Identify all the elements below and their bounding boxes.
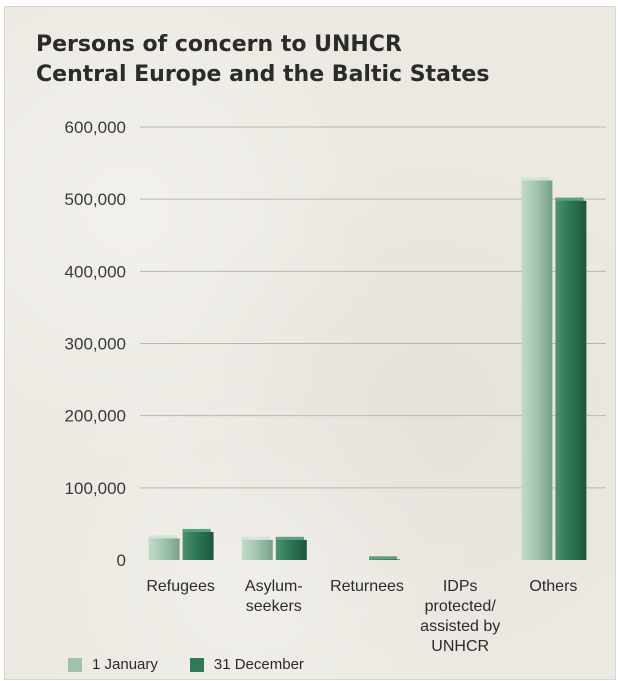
x-category-label-1: Asylum-seekers xyxy=(245,578,303,615)
x-category-label-line: Others xyxy=(529,578,577,595)
bar-top xyxy=(369,556,397,560)
chart-title: Persons of concern to UNHCR Central Euro… xyxy=(36,30,489,90)
y-tick-label-5: 500,000 xyxy=(65,190,126,209)
x-category-label-line: assisted by xyxy=(420,618,500,635)
bar-dec-2 xyxy=(369,556,400,560)
bar-side xyxy=(547,180,553,560)
bar-side xyxy=(301,539,307,560)
x-category-label-line: protected/ xyxy=(425,598,497,615)
chart-title-line-1: Persons of concern to UNHCR xyxy=(36,32,402,57)
legend-label-1-january: 1 January xyxy=(92,656,158,673)
bar-top xyxy=(182,528,211,532)
y-tick-label-0: 0 xyxy=(117,551,126,570)
label-layer: 0 100,000 200,000 300,000 400,000 500,000 600,… xyxy=(65,118,578,655)
x-category-label-3: IDPs protected/assisted by UNHCR xyxy=(420,578,500,655)
y-tick-label-2: 200,000 xyxy=(65,407,126,426)
x-category-label-line: IDPs xyxy=(443,578,478,595)
bar-top xyxy=(148,535,177,539)
bar-jan-4 xyxy=(521,177,553,560)
legend-label-31-december: 31 December xyxy=(213,656,304,673)
bar-dec-1 xyxy=(275,536,307,560)
x-category-label-line: UNHCR xyxy=(431,638,489,655)
bar-face xyxy=(555,197,584,560)
bar-side xyxy=(267,539,273,560)
y-tick-label-3: 300,000 xyxy=(65,335,126,354)
x-category-label-0: Refugees xyxy=(146,578,215,595)
bar-top xyxy=(275,536,304,540)
bar-side xyxy=(395,559,400,560)
legend-item-1-january: 1 January xyxy=(68,656,158,673)
legend-swatch-1-january xyxy=(68,657,82,672)
y-tick-label-1: 100,000 xyxy=(65,479,126,498)
bar-dec-4 xyxy=(555,197,587,560)
bar-top xyxy=(241,536,270,540)
legend: 1 January 31 December xyxy=(68,656,304,673)
legend-swatch-31-december xyxy=(189,657,204,672)
bar-side xyxy=(174,538,180,560)
chart-title-line-2: Central Europe and the Baltic States xyxy=(36,62,490,87)
x-category-label-line: Asylum- xyxy=(245,578,303,595)
y-tick-label-4: 400,000 xyxy=(65,262,126,281)
legend-item-31-december: 31 December xyxy=(189,656,304,673)
x-category-label-line: Returnees xyxy=(330,578,404,595)
bar-side xyxy=(581,200,587,560)
bar-face xyxy=(275,536,304,560)
bar-face xyxy=(241,536,270,560)
y-tick-label-6: 600,000 xyxy=(65,118,126,137)
bar-face xyxy=(148,535,177,560)
bar-top xyxy=(521,177,550,181)
bar-jan-1 xyxy=(241,536,273,560)
bar-face xyxy=(182,528,211,560)
bar-side xyxy=(208,531,214,560)
bar-top xyxy=(555,197,584,201)
x-category-label-4: Others xyxy=(529,578,577,595)
x-category-label-2: Returnees xyxy=(330,578,404,595)
bar-face xyxy=(521,177,550,560)
bar-layer xyxy=(148,177,587,560)
x-category-label-line: seekers xyxy=(246,598,302,615)
bar-dec-0 xyxy=(182,528,214,560)
bar-jan-0 xyxy=(148,535,180,560)
x-category-label-line: Refugees xyxy=(146,578,215,595)
